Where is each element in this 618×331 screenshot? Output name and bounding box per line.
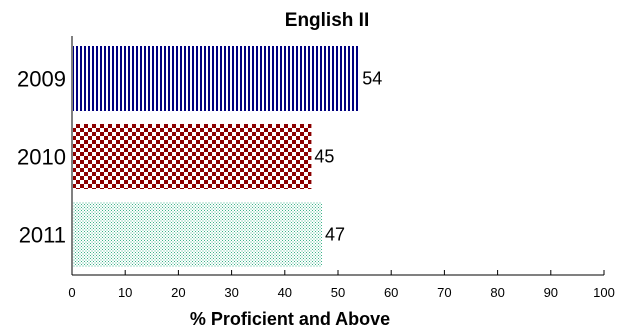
x-tick-label: 10 — [118, 285, 132, 300]
x-tick-label: 20 — [171, 285, 185, 300]
x-tick-label: 100 — [593, 285, 615, 300]
x-axis-label: % Proficient and Above — [190, 309, 390, 329]
x-axis-ticks: 0 10 20 30 40 50 60 70 80 90 100 — [68, 270, 615, 300]
bars-group — [73, 46, 360, 267]
x-tick-label: 50 — [331, 285, 345, 300]
x-tick-label: 70 — [437, 285, 451, 300]
x-tick-label: 60 — [384, 285, 398, 300]
x-tick-label: 80 — [490, 285, 504, 300]
category-label-2011: 2011 — [19, 223, 66, 248]
value-label-2010: 45 — [314, 147, 334, 167]
x-tick-label: 0 — [68, 285, 75, 300]
value-label-2009: 54 — [362, 69, 382, 89]
category-label-2009: 2009 — [17, 67, 66, 92]
bar-2009 — [73, 46, 360, 111]
x-tick-label: 90 — [544, 285, 558, 300]
chart-title: English II — [285, 10, 369, 31]
x-tick-label: 40 — [278, 285, 292, 300]
bar-2010 — [73, 124, 312, 189]
bar-2011 — [73, 202, 323, 267]
x-tick-label: 30 — [224, 285, 238, 300]
value-label-2011: 47 — [325, 225, 345, 245]
category-label-2010: 2010 — [17, 145, 66, 170]
category-labels: 2009 2010 2011 — [17, 67, 66, 248]
value-labels: 54 45 47 — [314, 69, 382, 245]
